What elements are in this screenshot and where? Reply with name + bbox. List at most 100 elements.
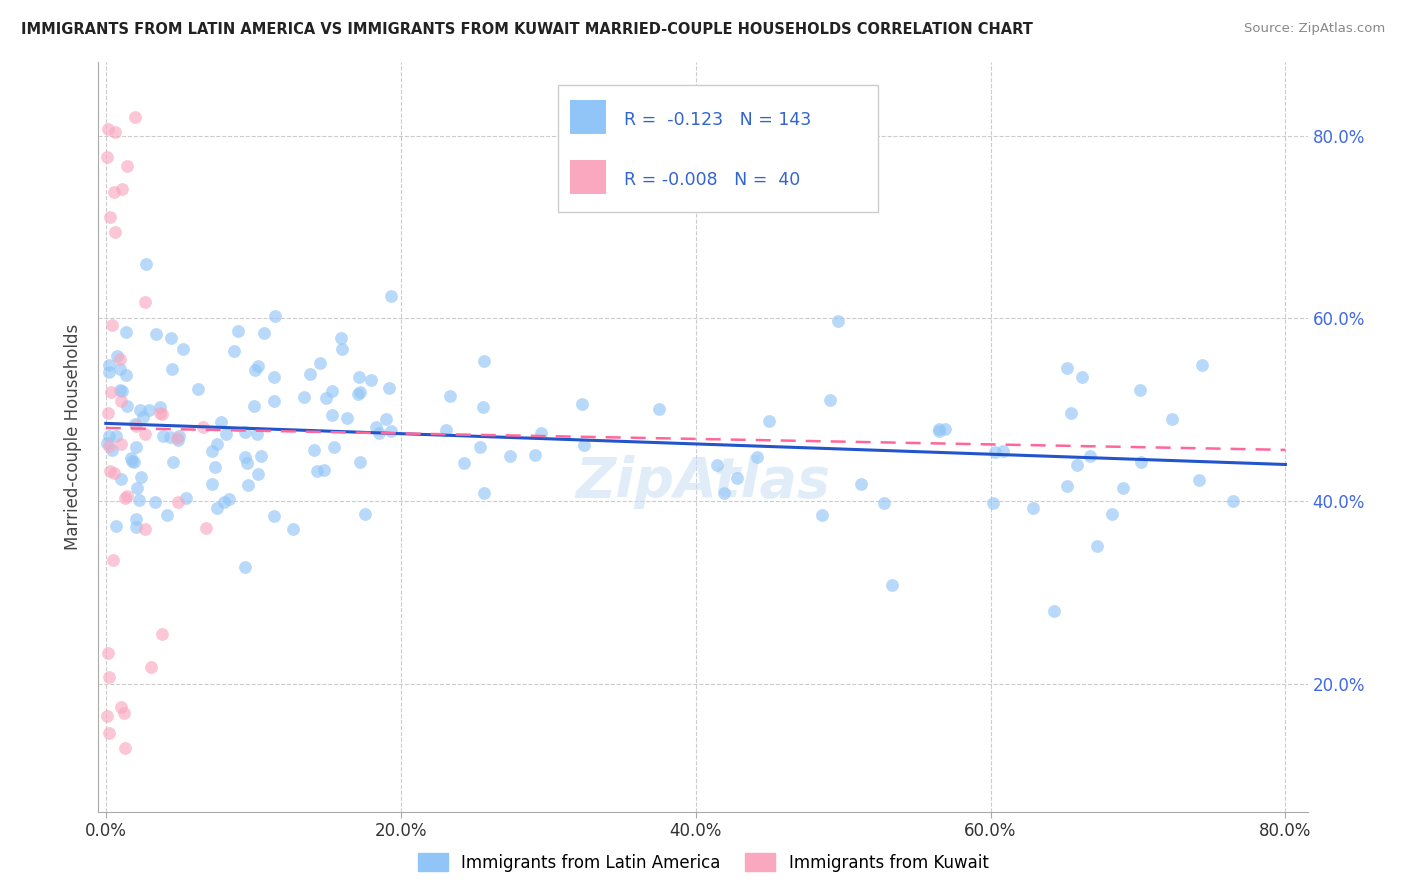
Point [292,390,315,404]
Point [1129,383,1152,397]
Point [134,427,156,442]
Point [1056,360,1078,375]
Point [524,448,547,462]
Point [97,121,120,136]
Point [1112,481,1135,495]
Point [647,402,669,417]
Point [499,449,522,463]
Point [880,578,903,592]
Point [121,453,143,467]
Point [298,367,321,381]
Point [149,406,172,420]
Point [100,384,122,399]
Point [138,402,160,417]
Point [1160,412,1182,426]
Point [238,477,260,491]
Point [112,706,135,721]
Point [364,419,387,434]
Point [166,431,188,445]
Point [928,424,950,438]
Point [249,450,271,464]
Point [215,426,238,441]
Point [115,368,138,383]
Point [98,429,121,443]
Point [98,726,121,740]
Point [1188,473,1211,487]
Point [873,496,896,510]
Point [104,225,127,239]
Point [253,326,276,341]
Point [152,429,174,443]
Point [263,309,285,323]
Point [122,455,145,469]
Point [110,436,132,450]
Point [468,440,491,454]
Point [263,508,285,523]
Point [1059,406,1081,420]
Point [725,471,748,485]
Point [125,481,148,495]
Point [108,383,131,397]
Point [984,445,1007,459]
Point [174,491,197,505]
Point [453,456,475,470]
Point [124,417,146,431]
Point [321,384,343,398]
Point [101,553,124,567]
Point [166,433,188,447]
Point [1066,458,1088,472]
Point [360,373,382,387]
Point [103,466,125,480]
Point [246,467,269,482]
Point [1130,455,1153,469]
Text: IMMIGRANTS FROM LATIN AMERICA VS IMMIGRANTS FROM KUWAIT MARRIED-COUPLE HOUSEHOLD: IMMIGRANTS FROM LATIN AMERICA VS IMMIGRA… [21,22,1033,37]
Point [439,388,461,402]
Point [849,476,872,491]
Point [191,419,214,434]
Point [110,394,132,409]
Point [1071,370,1094,384]
Point [96,150,118,164]
Point [243,399,266,413]
Point [139,659,162,673]
Point [375,412,398,426]
Point [124,440,146,454]
Point [1222,494,1244,508]
Point [96,435,118,450]
Point [98,210,121,224]
Point [367,426,389,441]
Point [120,450,142,465]
Point [321,408,343,422]
Point [128,492,150,507]
Point [1022,501,1045,516]
Y-axis label: Married-couple Households: Married-couple Households [65,324,83,550]
FancyBboxPatch shape [558,85,879,212]
Point [235,560,257,574]
Point [150,627,173,641]
Point [110,473,132,487]
Point [378,381,401,395]
Point [97,439,120,453]
Point [166,495,188,509]
Point [104,125,127,139]
Point [353,507,375,521]
Point [309,356,332,370]
Point [928,422,950,436]
Point [713,486,735,500]
Point [212,495,235,509]
Point [207,436,229,450]
Point [1191,358,1213,372]
Point [108,362,131,376]
Point [172,343,194,357]
Point [132,409,155,424]
Point [149,400,172,414]
Point [747,450,769,464]
Point [97,406,120,420]
Point [103,185,125,199]
Point [195,521,218,535]
Point [129,469,152,483]
Point [228,324,250,338]
Point [201,477,224,491]
Point [201,443,224,458]
Point [572,438,595,452]
